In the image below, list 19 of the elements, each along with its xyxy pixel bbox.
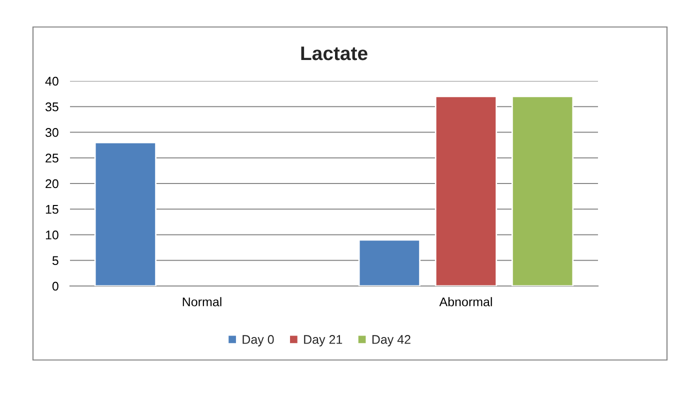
bar — [512, 96, 574, 286]
legend-label: Day 0 — [242, 335, 274, 346]
y-tick-label: 35 — [45, 102, 58, 112]
chart-title: Lactate — [301, 46, 368, 60]
bar — [94, 142, 156, 286]
bar — [434, 96, 498, 286]
x-tick-label: Normal — [182, 297, 222, 306]
legend-label: Day 42 — [372, 335, 410, 346]
y-tick-label: 5 — [52, 256, 58, 266]
legend-label: Day 21 — [304, 335, 342, 346]
y-tick-label: 40 — [45, 76, 58, 86]
y-tick-label: 20 — [46, 179, 58, 188]
bar — [358, 239, 420, 286]
y-tick-label: 30 — [45, 128, 58, 137]
y-tick-label: 10 — [46, 230, 58, 240]
y-tick-label: 25 — [46, 154, 58, 163]
y-tick-label: 15 — [46, 205, 58, 214]
x-tick-label: Abnormal — [439, 297, 492, 306]
y-tick-label: 0 — [52, 282, 58, 291]
